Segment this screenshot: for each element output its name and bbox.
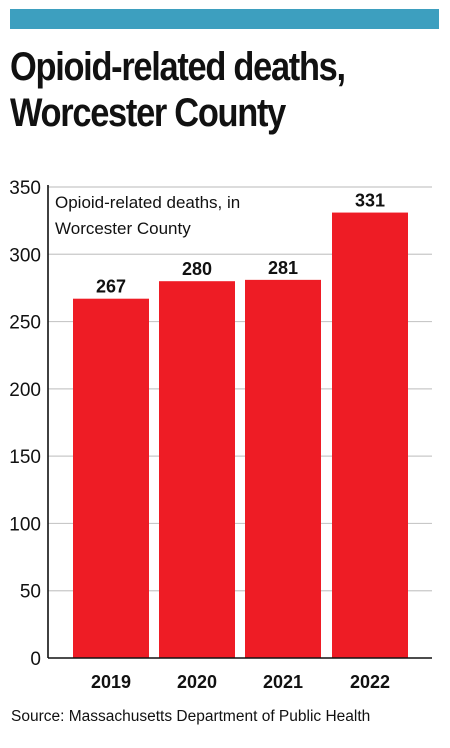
chart-title-line-1: Opioid-related deaths, bbox=[10, 45, 346, 89]
accent-bar bbox=[10, 9, 439, 29]
data-label-2020: 280 bbox=[182, 259, 212, 279]
y-tick-label-250: 250 bbox=[9, 313, 41, 334]
data-label-2019: 267 bbox=[96, 277, 126, 297]
source-note: Source: Massachusetts Department of Publ… bbox=[11, 708, 371, 725]
y-tick-label-0: 0 bbox=[30, 649, 41, 670]
x-tick-label-2022: 2022 bbox=[350, 672, 390, 692]
y-tick-label-200: 200 bbox=[9, 380, 41, 401]
y-tick-label-100: 100 bbox=[9, 514, 41, 535]
y-tick-label-300: 300 bbox=[9, 245, 41, 266]
bar-2021 bbox=[245, 279, 321, 658]
x-tick-label-2021: 2021 bbox=[263, 672, 303, 692]
bar-2020 bbox=[159, 281, 235, 658]
data-label-2022: 331 bbox=[355, 191, 385, 211]
bar-2019 bbox=[73, 298, 149, 658]
x-tick-label-2019: 2019 bbox=[91, 672, 131, 692]
annotation-line-1: Opioid-related deaths, in bbox=[55, 193, 240, 212]
chart-title: Opioid-related deaths, Worcester County bbox=[10, 44, 380, 136]
y-tick-label-50: 50 bbox=[20, 582, 41, 603]
data-label-2021: 281 bbox=[268, 258, 298, 278]
y-tick-label-150: 150 bbox=[9, 447, 41, 468]
chart-title-line-2: Worcester County bbox=[10, 91, 286, 135]
bar-2022 bbox=[332, 212, 408, 658]
x-tick-label-2020: 2020 bbox=[177, 672, 217, 692]
y-tick-label-350: 350 bbox=[9, 178, 41, 199]
annotation-line-2: Worcester County bbox=[55, 219, 191, 238]
